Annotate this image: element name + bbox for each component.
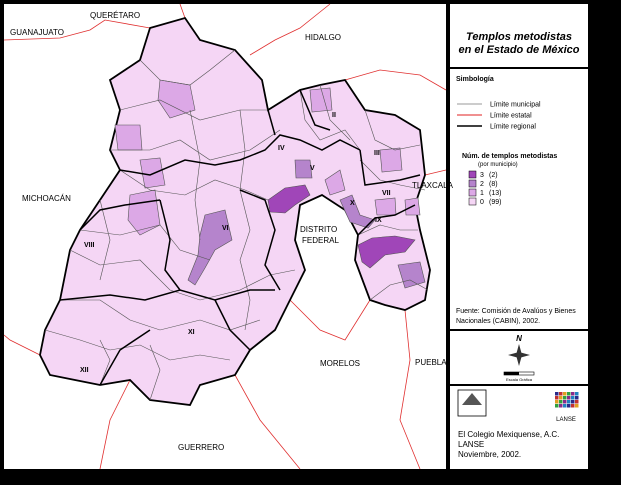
state-label: TLAXCALA bbox=[412, 181, 454, 190]
logo-cell bbox=[555, 396, 559, 400]
legend-value: 1 bbox=[480, 190, 484, 197]
legend-count: (2) bbox=[489, 172, 498, 179]
region-label: III bbox=[374, 150, 380, 157]
region-label: IX bbox=[375, 217, 382, 224]
legend-label: Límite municipal bbox=[490, 102, 541, 109]
state-limits bbox=[3, 3, 447, 470]
logo-cell bbox=[559, 400, 563, 404]
logo-cell bbox=[555, 404, 559, 408]
state-label: GUANAJUATO bbox=[10, 28, 64, 37]
region-labels: II III IV V VI VII VIII IX X XI XII bbox=[80, 112, 391, 374]
state-label: MORELOS bbox=[320, 359, 360, 368]
logo-cell bbox=[567, 400, 571, 404]
panel: Templos metodistas en el Estado de Méxic… bbox=[450, 31, 588, 459]
symbology-title: Simbología bbox=[456, 76, 494, 83]
logo-cell bbox=[555, 400, 559, 404]
classes-subtitle: (por municipio) bbox=[478, 162, 518, 168]
logo-cell bbox=[575, 404, 579, 408]
legend-swatch bbox=[468, 197, 477, 206]
state-label: HIDALGO bbox=[305, 33, 341, 42]
logo-cell bbox=[563, 396, 567, 400]
state-label: FEDERAL bbox=[302, 236, 339, 245]
logo-cell bbox=[571, 392, 575, 396]
region-label: IV bbox=[278, 145, 285, 152]
region-label: XII bbox=[80, 367, 89, 374]
state-label: MICHOACÁN bbox=[22, 194, 71, 203]
logo-cell bbox=[567, 396, 571, 400]
legend-swatch bbox=[468, 170, 477, 179]
logo-cell bbox=[559, 396, 563, 400]
line-legend: Límite municipal Límite estatal Límite reg… bbox=[457, 102, 541, 131]
region-label: V bbox=[310, 165, 315, 172]
colmex-logo bbox=[462, 393, 482, 405]
region-label: II bbox=[332, 112, 336, 119]
legend-value: 2 bbox=[480, 181, 484, 188]
state-label: QUERÉTARO bbox=[90, 11, 140, 20]
logo-cell bbox=[559, 392, 563, 396]
north-label: N bbox=[516, 334, 522, 343]
legend-label: Límite regional bbox=[490, 124, 536, 131]
class-legend: 3 (2) 2 (8) 1 (13) 0 (99) bbox=[468, 170, 501, 206]
logo-cell bbox=[555, 392, 559, 396]
municipal-lines bbox=[44, 49, 429, 401]
credits: Noviembre, 2002. bbox=[458, 450, 521, 459]
legend-swatch bbox=[468, 188, 477, 197]
legend-value: 3 bbox=[480, 172, 484, 179]
logo-cell bbox=[575, 400, 579, 404]
logo-cell bbox=[563, 400, 567, 404]
title: Templos metodistas bbox=[466, 31, 572, 43]
logo-label: LANSE bbox=[556, 417, 576, 423]
legend-count: (13) bbox=[489, 190, 501, 197]
logo-cell bbox=[567, 404, 571, 408]
scale-bar bbox=[504, 372, 519, 375]
lanse-logo bbox=[555, 392, 579, 408]
source: Fuente: Comisión de Avalúos y Bienes bbox=[456, 308, 576, 315]
source: Nacionales (CABIN), 2002. bbox=[456, 318, 540, 325]
logo-cell bbox=[571, 396, 575, 400]
region-label: VII bbox=[382, 190, 391, 197]
logo-cell bbox=[559, 404, 563, 408]
region-label: X bbox=[350, 200, 355, 207]
legend-swatch bbox=[468, 179, 477, 188]
logo-cell bbox=[575, 396, 579, 400]
state-label: GUERRERO bbox=[178, 443, 224, 452]
state-label: DISTRITO bbox=[300, 225, 337, 234]
legend-value: 0 bbox=[480, 199, 484, 206]
scale-label: Escala Gráfica bbox=[506, 377, 533, 382]
region-label: VI bbox=[222, 225, 229, 232]
logo-cell bbox=[567, 392, 571, 396]
logo-cell bbox=[571, 404, 575, 408]
region-label: VIII bbox=[84, 242, 95, 249]
legend-count: (99) bbox=[489, 199, 501, 206]
state-labels: QUERÉTARO GUANAJUATO HIDALGO MICHOACÁN T… bbox=[10, 11, 454, 452]
legend-count: (8) bbox=[489, 181, 498, 188]
state-label: PUEBLA bbox=[415, 358, 447, 367]
credits: El Colegio Mexiquense, A.C. bbox=[458, 430, 559, 439]
credits: LANSE bbox=[458, 440, 484, 449]
legend-label: Límite estatal bbox=[490, 113, 532, 120]
logo-cell bbox=[563, 404, 567, 408]
north-arrow bbox=[508, 344, 530, 366]
logo-cell bbox=[571, 400, 575, 404]
regional-lines bbox=[59, 89, 421, 386]
region-label: XI bbox=[188, 329, 195, 336]
title: en el Estado de México bbox=[458, 44, 579, 56]
classes-title: Núm. de templos metodistas bbox=[462, 153, 557, 160]
logo-cell bbox=[563, 392, 567, 396]
logo-cell bbox=[575, 392, 579, 396]
